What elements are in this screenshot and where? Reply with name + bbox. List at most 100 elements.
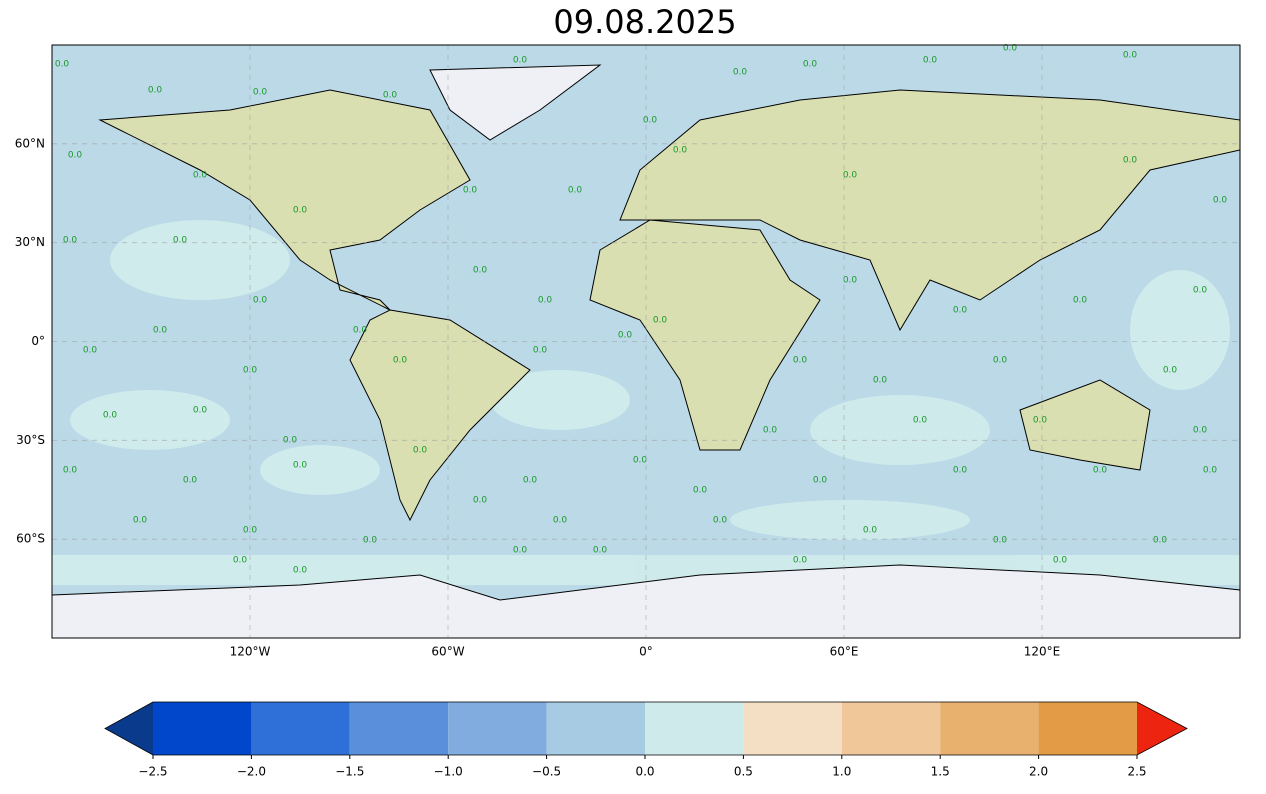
contour-label: 0.0	[953, 306, 968, 316]
contour-label: 0.0	[233, 556, 248, 566]
colorbar-tick-label: 2.5	[1127, 765, 1146, 779]
contour-label: 0.0	[1123, 51, 1138, 61]
colorbar-tick-label: 0.5	[734, 765, 753, 779]
contour-label: 0.0	[843, 171, 858, 181]
y-tick-label: 30°S	[16, 433, 45, 447]
contour-label: 0.0	[63, 466, 78, 476]
contour-label: 0.0	[63, 236, 78, 246]
x-tick-label: 120°W	[230, 645, 271, 659]
contour-label: 0.0	[133, 516, 148, 526]
contour-label: 0.0	[843, 276, 858, 286]
contour-label: 0.0	[363, 536, 378, 546]
contour-label: 0.0	[713, 516, 728, 526]
contour-label: 0.0	[863, 526, 878, 536]
contour-label: 0.0	[243, 526, 258, 536]
contour-label: 0.0	[1073, 296, 1088, 306]
colorbar-tick-label: 0.0	[635, 765, 654, 779]
contour-label: 0.0	[813, 476, 828, 486]
contour-label: 0.0	[1203, 466, 1218, 476]
eurasia	[619, 89, 1241, 332]
contour-label: 0.0	[1003, 44, 1018, 54]
contour-label: 0.0	[733, 68, 748, 78]
colorbar-segment	[546, 702, 645, 755]
colorbar-segment	[743, 702, 842, 755]
contour-label: 0.0	[513, 56, 528, 66]
y-tick-label: 30°N	[15, 235, 45, 249]
contour-label: 0.0	[1033, 416, 1048, 426]
map-frame	[51, 44, 1241, 639]
contour-label: 0.0	[523, 476, 538, 486]
contour-labels: 0.0 0.0 0.0 0.0 0.0 0.0 0.0 0.0 0.0 0.0 0.0 0.0 0.0 0…	[55, 44, 1228, 576]
contour-label: 0.0	[1123, 156, 1138, 166]
x-tick-label: 120°E	[1024, 645, 1061, 659]
colorbar-segment	[841, 702, 941, 755]
contour-label: 0.0	[283, 436, 298, 446]
contour-label: 0.0	[383, 91, 398, 101]
contour-label: 0.0	[83, 346, 98, 356]
contour-label: 0.0	[193, 406, 208, 416]
colorbar-extend-low	[105, 702, 153, 755]
contour-label: 0.0	[673, 146, 688, 156]
contour-label: 0.0	[193, 171, 208, 181]
map: 0.0 0.0 0.0 0.0 0.0 0.0 0.0 0.0 0.0 0.0 0.0 0.0 0.0 0…	[51, 44, 1241, 639]
contour-label: 0.0	[653, 316, 668, 326]
contour-label: 0.0	[473, 266, 488, 276]
x-tick-label: 0°	[639, 645, 653, 659]
colorbar-segment	[153, 702, 252, 755]
colorbar-segment	[940, 702, 1039, 755]
colorbar-tick-label: 2.0	[1029, 765, 1048, 779]
contour-label: 0.0	[793, 356, 808, 366]
contour-label: 0.0	[1193, 426, 1208, 436]
colorbar-tick-label: −2.5	[138, 765, 167, 779]
colorbar-tick-label: −1.0	[434, 765, 463, 779]
y-tick-label: 60°S	[16, 532, 45, 546]
contour-label: 0.0	[393, 356, 408, 366]
contour-label: 0.0	[293, 206, 308, 216]
contour-label: 0.0	[993, 536, 1008, 546]
contour-label: 0.0	[568, 186, 583, 196]
contour-label: 0.0	[533, 346, 548, 356]
contour-label: 0.0	[1053, 556, 1068, 566]
grid	[52, 45, 1240, 638]
colorbar-tick-label: 1.0	[832, 765, 851, 779]
contour-label: 0.0	[253, 88, 268, 98]
contour-label: 0.0	[1193, 286, 1208, 296]
colorbar-tick-label: −1.5	[335, 765, 364, 779]
contour-label: 0.0	[618, 331, 633, 341]
contour-label: 0.0	[55, 60, 70, 70]
south-america	[349, 309, 531, 522]
contour-label: 0.0	[953, 466, 968, 476]
colorbar-extend-high	[1137, 702, 1187, 755]
colorbar-tick-label: −0.5	[532, 765, 561, 779]
title: 09.08.2025	[553, 3, 736, 41]
contour-label: 0.0	[593, 546, 608, 556]
contour-label: 0.0	[293, 461, 308, 471]
contour-label: 0.0	[463, 186, 478, 196]
australia	[1019, 379, 1151, 471]
contour-label: 0.0	[173, 236, 188, 246]
contour-label: 0.0	[183, 476, 198, 486]
contour-label: 0.0	[763, 426, 778, 436]
contour-label: 0.0	[913, 416, 928, 426]
contour-label: 0.0	[643, 116, 658, 126]
colorbar-segment	[448, 702, 547, 755]
colorbar-tick-label: −2.0	[237, 765, 266, 779]
contour-label: 0.0	[633, 456, 648, 466]
contour-label: 0.0	[153, 326, 168, 336]
contour-label: 0.0	[413, 446, 428, 456]
contour-label: 0.0	[873, 376, 888, 386]
colorbar-segment	[349, 702, 449, 755]
contour-label: 0.0	[473, 496, 488, 506]
colorbar-segment	[1038, 702, 1137, 755]
contour-label: 0.0	[1163, 366, 1178, 376]
contour-label: 0.0	[243, 366, 258, 376]
contour-label: 0.0	[1213, 196, 1228, 206]
contour-label: 0.0	[538, 296, 553, 306]
contour-label: 0.0	[993, 356, 1008, 366]
colorbar: −2.5 −2.0 −1.5 −1.0 −0.5 0.0 0.5 1.0 1.5 2.0 2.5	[104, 701, 1188, 779]
contour-label: 0.0	[68, 151, 83, 161]
x-tick-label: 60°E	[830, 645, 859, 659]
colorbar-segment	[251, 702, 350, 755]
contour-label: 0.0	[513, 546, 528, 556]
